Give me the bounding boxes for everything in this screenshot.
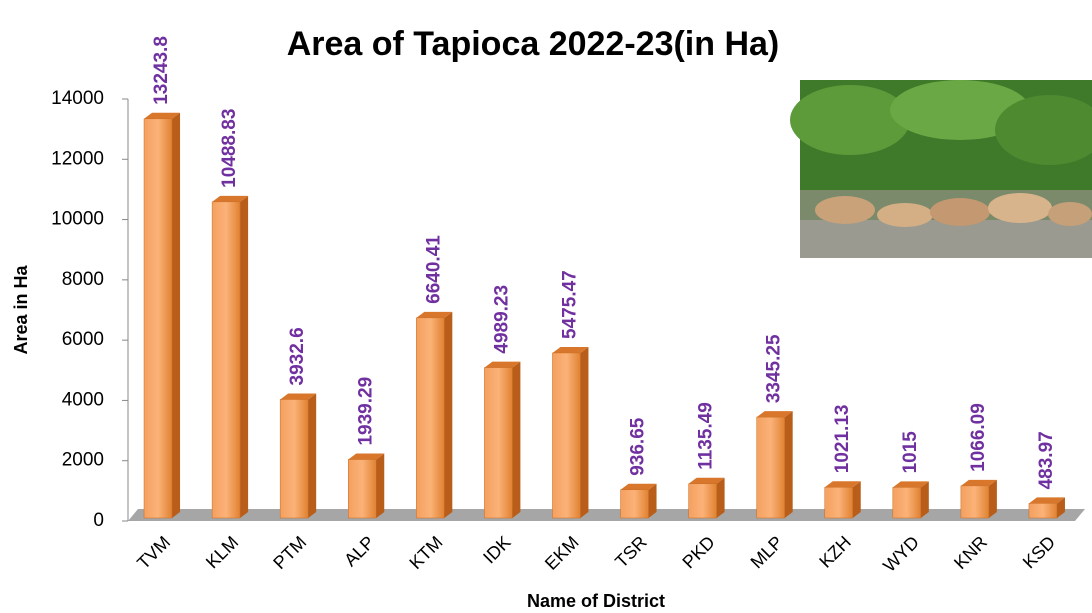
bar-side — [1056, 497, 1065, 518]
x-tick-label: IDK — [479, 532, 514, 567]
bar — [1028, 503, 1058, 519]
value-label: 10488.83 — [219, 109, 240, 188]
bar — [484, 367, 513, 519]
bar-top — [756, 411, 793, 418]
x-tick-label: WYD — [879, 532, 923, 576]
bar-side — [172, 112, 181, 518]
value-label: 3932.6 — [287, 327, 308, 385]
bar — [348, 459, 377, 519]
y-axis-title: Area in Ha — [11, 265, 31, 355]
bar-side — [580, 346, 589, 518]
value-label: 4989.23 — [491, 285, 512, 354]
y-tick-label: 4000 — [62, 389, 104, 410]
value-label: 1015 — [900, 431, 921, 474]
photo — [790, 80, 1092, 258]
y-tick-label: 8000 — [62, 269, 104, 290]
value-label: 13243.8 — [151, 36, 172, 105]
y-tick-label: 10000 — [51, 209, 104, 230]
x-tick-label: ALP — [340, 532, 378, 570]
value-label: 1135.49 — [696, 402, 717, 470]
bar-side — [716, 477, 725, 518]
bar-top — [1028, 497, 1065, 504]
value-label: 5475.47 — [559, 270, 580, 339]
bar-top — [892, 481, 929, 488]
bar-top — [144, 112, 181, 119]
bar-side — [920, 481, 929, 518]
bar-side — [988, 479, 997, 518]
bar-top — [824, 481, 861, 488]
floor — [128, 509, 1085, 521]
value-label: 6640.41 — [423, 235, 444, 304]
x-tick-label: MLP — [747, 532, 787, 572]
x-tick-label: KNR — [950, 532, 991, 573]
x-tick-label: TVM — [133, 532, 174, 573]
value-label: 1939.29 — [355, 377, 376, 446]
bar-side — [240, 195, 249, 518]
bar-top — [484, 361, 521, 368]
bar — [620, 489, 649, 519]
x-tick-label: PTM — [269, 532, 310, 573]
bar — [688, 483, 717, 519]
y-tick-label: 14000 — [51, 88, 104, 109]
bar-side — [784, 411, 793, 518]
bar-top — [688, 477, 725, 484]
bar-side — [444, 311, 453, 518]
x-tick-label: EKM — [541, 532, 583, 574]
bar — [143, 118, 173, 519]
x-tick-label: PKD — [678, 532, 718, 572]
x-tick-label: KLM — [202, 532, 242, 572]
value-label: 1066.09 — [968, 403, 989, 472]
bar-top — [552, 346, 589, 353]
bar-side — [308, 393, 317, 518]
y-tick-label: 0 — [93, 510, 104, 531]
x-tick-label: TSR — [611, 532, 651, 572]
chart-title: Area of Tapioca 2022-23(in Ha) — [287, 25, 780, 63]
value-label: 936.65 — [628, 417, 649, 476]
bar-side — [376, 453, 385, 518]
value-label: 3345.25 — [764, 334, 785, 403]
bar-top — [280, 393, 317, 400]
y-tick-label: 2000 — [62, 450, 104, 471]
value-label: 483.97 — [1036, 431, 1057, 489]
bar — [824, 486, 853, 519]
bar — [279, 399, 309, 519]
bar-top — [416, 311, 453, 318]
x-axis-title: Name of District — [527, 591, 665, 611]
bar — [756, 416, 785, 519]
value-label: 1021.13 — [832, 405, 853, 474]
bar — [552, 352, 581, 519]
bar-side — [648, 483, 657, 518]
bar-top — [348, 453, 385, 460]
bar-top — [212, 195, 249, 202]
y-tick-label: 6000 — [62, 329, 104, 350]
x-tick-label: KZH — [815, 532, 855, 572]
bar-top — [960, 479, 997, 486]
bar — [416, 317, 445, 519]
x-tick-label: KSD — [1019, 532, 1059, 572]
bar — [892, 487, 922, 519]
bar-top — [620, 483, 657, 490]
x-tick-label: KTM — [405, 532, 446, 573]
bar-side — [852, 481, 861, 518]
bar-side — [512, 361, 521, 518]
bar — [211, 201, 241, 519]
y-tick-label: 12000 — [51, 148, 104, 169]
bar — [960, 485, 990, 519]
